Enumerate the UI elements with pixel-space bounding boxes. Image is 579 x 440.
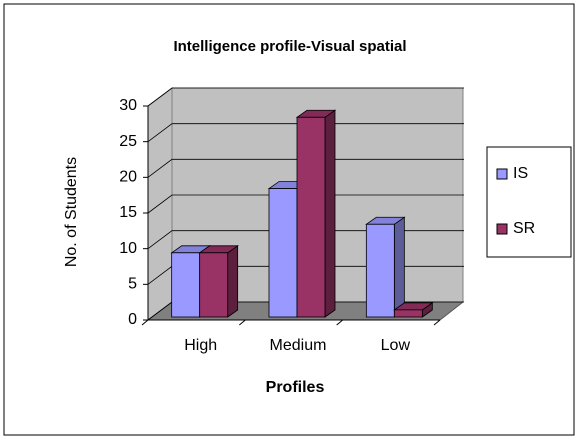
bar bbox=[268, 188, 298, 318]
chart-title: Intelligence profile-Visual spatial bbox=[173, 38, 406, 55]
legend-swatch bbox=[496, 223, 508, 235]
y-tick-label: 15 bbox=[119, 204, 137, 221]
bar bbox=[393, 309, 423, 318]
y-tick-label: 30 bbox=[119, 97, 137, 114]
grid-line bbox=[147, 123, 464, 142]
grid-line bbox=[147, 158, 464, 178]
y-axis-title: No. of Students bbox=[63, 157, 80, 267]
x-tick bbox=[336, 319, 343, 326]
x-tick bbox=[433, 319, 441, 326]
bar bbox=[365, 223, 395, 318]
bar bbox=[199, 252, 229, 318]
legend-swatch bbox=[496, 168, 508, 180]
legend-box bbox=[486, 146, 572, 258]
x-tick bbox=[239, 319, 246, 326]
bar-side bbox=[393, 216, 405, 318]
bar-side bbox=[324, 109, 336, 318]
grid-line bbox=[147, 87, 464, 107]
y-tick-label: 20 bbox=[119, 169, 137, 186]
legend-label: IS bbox=[513, 165, 528, 182]
y-tick-label: 10 bbox=[119, 240, 137, 257]
x-tick-label: High bbox=[184, 337, 217, 354]
bar bbox=[171, 252, 201, 318]
grid-line bbox=[147, 194, 464, 214]
x-tick bbox=[141, 319, 149, 326]
x-tick-label: Medium bbox=[270, 337, 327, 354]
bar bbox=[296, 116, 326, 318]
y-tick-label: 0 bbox=[128, 311, 137, 328]
x-axis-title: Profiles bbox=[266, 379, 325, 396]
bar-side bbox=[227, 245, 239, 318]
y-tick-label: 25 bbox=[119, 133, 137, 150]
y-tick-label: 5 bbox=[128, 276, 137, 293]
x-tick-label: Low bbox=[381, 337, 411, 354]
legend-label: SR bbox=[513, 220, 535, 237]
